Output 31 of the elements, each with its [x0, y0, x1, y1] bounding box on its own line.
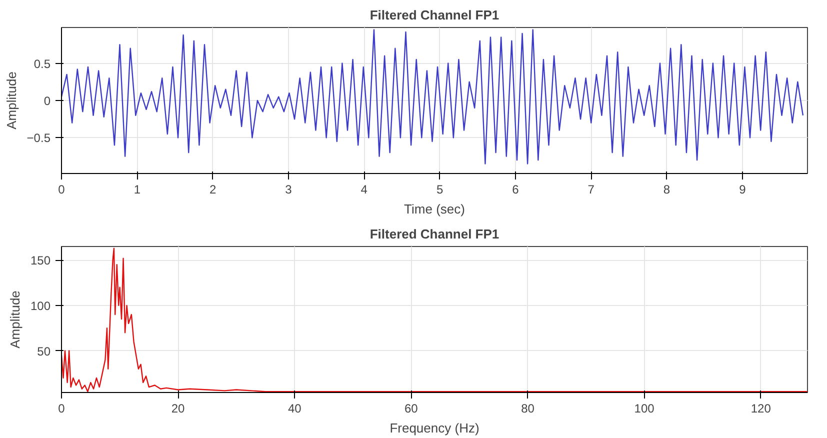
x-tick-label: 0 — [58, 402, 66, 416]
x-tick-label: 1 — [134, 182, 141, 196]
y-tick-label: 150 — [30, 254, 51, 268]
y-tick-label: −0.5 — [26, 131, 51, 146]
chart-title: Filtered Channel FP1 — [370, 226, 500, 242]
y-tick-label: 100 — [30, 298, 51, 313]
x-tick-label: 8 — [663, 182, 670, 196]
line-series — [62, 29, 804, 164]
x-axis-title: Frequency (Hz) — [390, 420, 480, 436]
x-tick-label: 20 — [171, 402, 186, 416]
y-tick-label: 0 — [44, 94, 51, 108]
x-tick-label: 3 — [285, 182, 292, 196]
y-tick-label: 50 — [37, 344, 51, 358]
y-tick-label: 0.5 — [34, 56, 51, 71]
x-tick-label: 60 — [404, 402, 418, 416]
x-tick-label: 2 — [209, 182, 216, 196]
x-tick-label: 5 — [436, 182, 444, 196]
chart-title: Filtered Channel FP1 — [370, 8, 500, 22]
x-tick-label: 80 — [521, 402, 535, 416]
y-axis-title: Amplitude — [4, 72, 19, 130]
x-tick-label: 9 — [739, 182, 746, 196]
x-tick-label: 6 — [512, 182, 520, 196]
x-tick-label: 40 — [288, 402, 302, 416]
x-tick-label: 7 — [588, 182, 595, 196]
y-axis-title: Amplitude — [7, 290, 22, 348]
x-tick-label: 100 — [634, 402, 655, 416]
x-tick-label: 120 — [750, 402, 772, 416]
x-tick-label: 4 — [360, 182, 368, 196]
line-series — [62, 248, 808, 392]
x-axis-title: Time (sec) — [404, 202, 465, 216]
x-tick-label: 0 — [58, 182, 66, 196]
